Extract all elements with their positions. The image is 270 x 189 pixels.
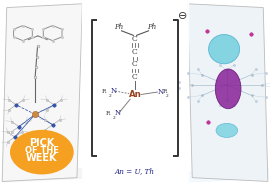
Text: 2: 2 bbox=[109, 94, 111, 98]
Text: R: R bbox=[102, 89, 106, 94]
Ellipse shape bbox=[216, 123, 238, 138]
Circle shape bbox=[10, 130, 74, 174]
Text: 2: 2 bbox=[113, 116, 115, 120]
Text: C: C bbox=[132, 48, 138, 56]
Polygon shape bbox=[2, 4, 82, 181]
Polygon shape bbox=[188, 4, 268, 181]
Text: N: N bbox=[158, 88, 164, 96]
Ellipse shape bbox=[208, 35, 240, 64]
Ellipse shape bbox=[215, 69, 241, 109]
Text: An: An bbox=[129, 90, 141, 99]
Text: C: C bbox=[132, 73, 138, 81]
Text: Ph: Ph bbox=[114, 23, 123, 31]
Text: ⊖: ⊖ bbox=[178, 11, 187, 21]
Text: N: N bbox=[115, 109, 121, 117]
Text: WEEK: WEEK bbox=[26, 153, 58, 163]
Text: C: C bbox=[132, 35, 138, 43]
Text: C: C bbox=[132, 60, 138, 68]
Text: An = U, Th: An = U, Th bbox=[115, 167, 155, 175]
Text: Ph: Ph bbox=[147, 23, 156, 31]
Text: R: R bbox=[106, 111, 110, 116]
Text: PICK: PICK bbox=[29, 138, 55, 148]
Text: OF THE: OF THE bbox=[25, 146, 59, 155]
Text: N: N bbox=[111, 87, 117, 95]
Text: 2: 2 bbox=[166, 94, 169, 98]
Text: R: R bbox=[163, 89, 167, 94]
